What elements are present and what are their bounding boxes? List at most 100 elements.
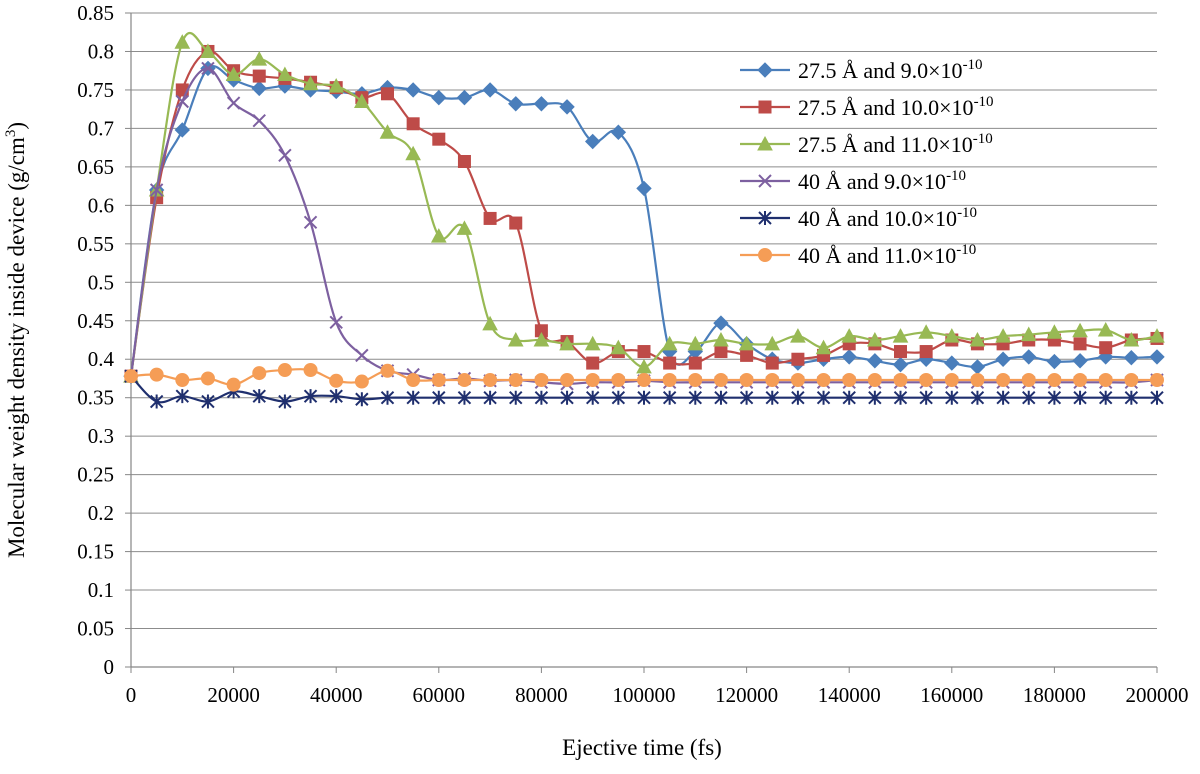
x-tick-label: 20000 <box>207 683 260 707</box>
data-point <box>713 331 729 347</box>
data-point <box>738 335 755 351</box>
data-point <box>303 215 318 229</box>
data-point <box>354 93 370 108</box>
data-point <box>790 373 805 388</box>
data-point <box>201 394 215 409</box>
data-point <box>969 331 986 347</box>
data-point <box>405 145 421 161</box>
data-point <box>637 373 651 388</box>
data-point <box>893 390 908 405</box>
legend-item-3: 27.5 Å and 11.0×10-10 <box>740 131 993 157</box>
data-point <box>1124 390 1139 405</box>
data-point <box>252 114 266 128</box>
data-point <box>1047 390 1062 405</box>
data-point <box>714 345 728 359</box>
data-point <box>509 216 523 230</box>
data-point <box>430 228 447 243</box>
data-point <box>585 390 600 405</box>
y-tick-label: 0.05 <box>77 617 114 641</box>
data-point <box>278 148 292 163</box>
data-point <box>559 335 575 351</box>
x-tick-label: 80000 <box>515 683 568 707</box>
data-point <box>251 51 268 66</box>
data-point <box>1097 321 1114 337</box>
data-point <box>584 133 601 150</box>
y-tick-label: 0.1 <box>88 578 114 602</box>
data-point <box>919 373 934 388</box>
data-point <box>405 82 421 98</box>
data-point <box>431 373 446 388</box>
data-point <box>328 78 345 93</box>
legend-label-main: 40 Å and 9.0×10 <box>798 169 946 194</box>
data-point <box>636 180 652 197</box>
series <box>123 32 1165 409</box>
data-point <box>278 394 292 409</box>
data-point <box>303 389 318 404</box>
data-point <box>662 390 677 405</box>
data-point <box>174 122 191 138</box>
data-point <box>663 356 677 370</box>
data-point <box>252 69 266 83</box>
data-point <box>893 373 908 388</box>
data-point <box>533 96 550 112</box>
legend-label-superscript: -10 <box>957 205 977 221</box>
data-point <box>610 339 627 355</box>
data-point <box>483 373 498 388</box>
series-5 <box>124 369 1164 409</box>
data-point <box>713 373 728 388</box>
x-tick-label: 100000 <box>613 683 676 707</box>
data-point <box>457 154 471 168</box>
data-point <box>252 389 266 404</box>
x-tick-label: 120000 <box>715 683 778 707</box>
data-point <box>1020 326 1037 342</box>
data-point <box>456 220 473 235</box>
data-point <box>507 331 524 347</box>
x-tick-label: 180000 <box>1023 683 1086 707</box>
y-tick-label: 0.85 <box>77 1 114 25</box>
y-tick-label: 0.8 <box>88 39 114 63</box>
legend-swatch-marker <box>758 211 772 225</box>
data-point <box>1072 322 1088 338</box>
data-point <box>380 390 395 405</box>
data-point <box>996 373 1011 388</box>
data-point <box>124 369 138 384</box>
data-point <box>1098 373 1113 388</box>
data-point <box>508 96 524 112</box>
data-point <box>302 75 319 91</box>
data-point <box>329 315 343 330</box>
y-tick-label: 0.75 <box>77 78 114 102</box>
x-axis-title: Ejective time (fs) <box>562 735 722 760</box>
data-point <box>945 390 959 405</box>
data-point <box>970 373 985 388</box>
legend-label: 40 Å and 9.0×10-10 <box>798 168 966 194</box>
data-point <box>329 373 344 388</box>
data-point <box>892 356 909 373</box>
y-axis-title: Molecular weight density inside device (… <box>3 122 29 558</box>
data-point <box>201 61 215 76</box>
data-point <box>534 390 549 405</box>
data-point <box>1021 373 1036 388</box>
data-point <box>1124 373 1139 388</box>
legend-label-superscript: -10 <box>946 168 966 184</box>
data-point <box>688 373 703 388</box>
data-point <box>739 373 754 388</box>
data-point <box>636 358 652 374</box>
data-point <box>482 82 498 98</box>
data-point <box>944 373 959 388</box>
data-point <box>919 390 933 405</box>
data-point <box>251 80 267 97</box>
data-point <box>174 34 191 49</box>
data-point <box>354 374 369 389</box>
data-point <box>200 371 215 386</box>
data-point <box>791 352 805 366</box>
data-point <box>713 315 729 331</box>
legend-item-2: 27.5 Å and 10.0×10-10 <box>740 94 994 120</box>
x-tick-label: 40000 <box>310 683 363 707</box>
data-point <box>303 363 318 378</box>
data-point <box>175 94 190 109</box>
legend-item-5: 40 Å and 10.0×10-10 <box>740 205 977 231</box>
data-point <box>406 373 421 388</box>
legend-label: 40 Å and 10.0×10-10 <box>798 205 977 231</box>
legend-swatch-marker <box>758 174 772 188</box>
